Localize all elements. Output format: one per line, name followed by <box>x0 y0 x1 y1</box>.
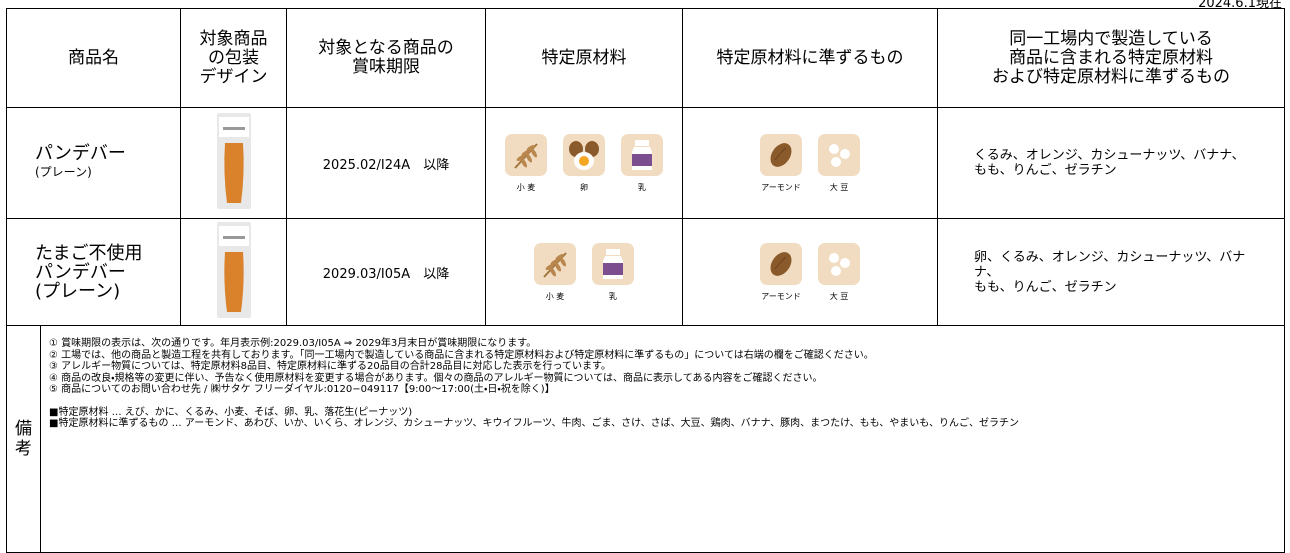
header: 特定原材料 <box>485 8 683 108</box>
similar-item: アーモンド <box>759 133 803 193</box>
header: 商品名 <box>6 8 181 108</box>
header-row: 商品名 対象商品 の包装 デザイン 対象となる商品の 賞味期限 特定原材料 特定… <box>6 8 1285 108</box>
similar-item: 大 豆 <box>817 133 861 193</box>
row: たまご不使用 パンデバー (プレーン) 2029.03/I05A 以降 小 麦 乳 … <box>6 218 1285 326</box>
icon <box>760 133 802 176</box>
date-note: 2024.6.1現在 <box>1198 0 1282 11</box>
allergen: 小 麦 <box>533 242 577 302</box>
notes-row: 備 考 ① 賞味期限の表示は、次の通りです。年月表示例:2029.03/I05A… <box>6 325 1285 553</box>
icon <box>592 242 634 285</box>
allergen-label: 卵 <box>580 182 588 192</box>
allergen-label: 小 麦 <box>545 291 565 301</box>
factory: くるみ、オレンジ、カシューナッツ、バナナ、 もも、りんご、ゼラチン <box>937 107 1285 219</box>
allergen: 乳 <box>620 133 664 193</box>
similar: アーモンド 大 豆 <box>682 218 938 326</box>
allergen-table: 商品名 対象商品 の包装 デザイン 対象となる商品の 賞味期限 特定原材料 特定… <box>6 8 1285 553</box>
icon <box>621 133 663 176</box>
note-list: ■特定原材料 … えび、かに、くるみ、小麦、そば、卵、乳、落花生(ピーナッツ) <box>49 406 413 418</box>
similar-label: 大 豆 <box>829 182 849 192</box>
notes-text: ① 賞味期限の表示は、次の通りです。年月表示例:2029.03/I05A ⇒ 2… <box>41 326 1019 552</box>
product-name: パンデバー (プレーン) <box>6 107 181 219</box>
similar-item: 大 豆 <box>817 242 861 302</box>
date: 2029.03/I05A 以降 <box>286 218 486 326</box>
allergen-label: 乳 <box>638 182 646 192</box>
icon <box>818 242 860 285</box>
icon <box>505 133 547 176</box>
note-line: ⑤ 商品についてのお問い合わせ先 / ㈱サタケ フリーダイヤル:0120−049… <box>49 384 555 395</box>
allergens: 小 麦 乳 <box>485 218 683 326</box>
icon <box>818 133 860 176</box>
header: 対象となる商品の 賞味期限 <box>286 8 486 108</box>
name-line: パンデバー <box>35 261 126 283</box>
name-line: パンデバー <box>35 143 126 164</box>
notes-label: 備 考 <box>7 326 41 552</box>
note-line: ② 工場では、他の商品と製造工程を共有しております。「同一工場内で製造している商… <box>49 349 874 361</box>
name-line: たまご不使用 <box>35 242 143 264</box>
date: 2025.02/I24A 以降 <box>286 107 486 219</box>
icon <box>563 133 605 176</box>
package-image <box>216 113 251 209</box>
similar-item: アーモンド <box>759 242 803 302</box>
allergen-label: 小 麦 <box>516 182 536 192</box>
package-cell <box>180 107 287 219</box>
note-line: ① 賞味期限の表示は、次の通りです。年月表示例:2029.03/I05A ⇒ 2… <box>49 338 537 349</box>
allergen: 卵 <box>562 133 606 193</box>
name-sub: (プレーン) <box>35 165 92 179</box>
header: 同一工場内で製造している 商品に含まれる特定原材料 および特定原材料に準ずるもの <box>937 8 1285 108</box>
notes-cell: 備 考 ① 賞味期限の表示は、次の通りです。年月表示例:2029.03/I05A… <box>6 325 1285 553</box>
allergen: 乳 <box>591 242 635 302</box>
similar-label: 大 豆 <box>829 291 849 301</box>
similar-label: アーモンド <box>761 182 801 192</box>
header: 対象商品 の包装 デザイン <box>180 8 287 108</box>
allergen: 小 麦 <box>504 133 548 193</box>
header: 特定原材料に準ずるもの <box>682 8 938 108</box>
package-image <box>216 222 251 318</box>
allergens: 小 麦 卵 乳 <box>485 107 683 219</box>
note-list: ■特定原材料に準ずるもの … アーモンド、あわび、いか、いくら、オレンジ、カシュ… <box>49 418 1020 429</box>
similar-label: アーモンド <box>761 291 801 301</box>
package-cell <box>180 218 287 326</box>
icon <box>534 242 576 285</box>
factory: 卵、くるみ、オレンジ、カシューナッツ、バナナ、 もも、りんご、ゼラチン <box>937 218 1285 326</box>
note-line: ④ 商品の改良・規格等の変更に伴い、予告なく使用原材料を変更する場合があります。… <box>49 372 823 384</box>
name-line: (プレーン) <box>35 280 121 302</box>
note-line: ③ アレルギー物質については、特定原材料8品目、特定原材料に準ずる20品目の合計… <box>49 361 611 372</box>
allergen-label: 乳 <box>609 291 617 301</box>
icon <box>760 242 802 285</box>
product-name: たまご不使用 パンデバー (プレーン) <box>6 218 181 326</box>
similar: アーモンド 大 豆 <box>682 107 938 219</box>
row: パンデバー (プレーン) 2025.02/I24A 以降 小 麦 卵 乳 アーモン… <box>6 107 1285 219</box>
